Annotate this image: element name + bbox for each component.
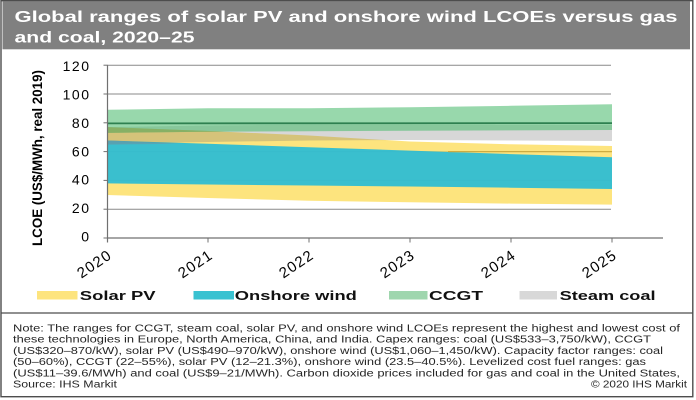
svg-text:(US$11–39.6/MWh) and coal (US$: (US$11–39.6/MWh) and coal (US$9–21/MWh).… [13, 368, 680, 379]
svg-text:(US$320–870/kW), solar PV (US$: (US$320–870/kW), solar PV (US$490–970/kW… [13, 346, 663, 357]
svg-text:Steam coal: Steam coal [560, 288, 656, 303]
svg-text:40: 40 [72, 172, 91, 188]
svg-text:CCGT: CCGT [429, 288, 483, 303]
svg-text:100: 100 [63, 87, 91, 103]
svg-text:Global ranges of solar PV and: Global ranges of solar PV and onshore wi… [15, 9, 678, 26]
svg-text:© 2020 IHS Markit: © 2020 IHS Markit [591, 380, 687, 391]
svg-text:these technologies in Europe,: these technologies in Europe, North Amer… [13, 335, 651, 346]
svg-text:LCOE (US$/MWh, real 2019): LCOE (US$/MWh, real 2019) [29, 70, 45, 246]
svg-text:Source: IHS Markit: Source: IHS Markit [13, 380, 117, 391]
svg-text:Note: The ranges for CCGT, ste: Note: The ranges for CCGT, steam coal, s… [13, 324, 680, 335]
svg-text:Onshore wind: Onshore wind [235, 288, 357, 303]
svg-text:80: 80 [72, 115, 91, 131]
svg-text:120: 120 [63, 58, 91, 74]
svg-text:60: 60 [72, 143, 91, 159]
svg-text:(50–60%), CCGT (22–55%), solar: (50–60%), CCGT (22–55%), solar PV (12–21… [13, 357, 646, 368]
svg-text:Solar PV: Solar PV [80, 288, 156, 303]
svg-text:0: 0 [81, 229, 90, 245]
svg-text:and coal, 2020–25: and coal, 2020–25 [15, 29, 195, 46]
svg-text:20: 20 [72, 200, 91, 216]
